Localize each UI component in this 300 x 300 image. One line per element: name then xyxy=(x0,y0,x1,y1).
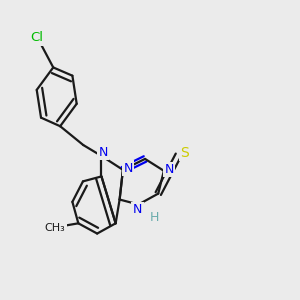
Text: N: N xyxy=(98,146,108,159)
Text: H: H xyxy=(150,211,160,224)
Text: CH₃: CH₃ xyxy=(45,223,65,233)
Text: Cl: Cl xyxy=(31,31,44,44)
Text: N: N xyxy=(164,163,174,176)
Text: S: S xyxy=(181,146,189,160)
Text: N: N xyxy=(133,203,142,216)
Text: N: N xyxy=(124,161,133,175)
